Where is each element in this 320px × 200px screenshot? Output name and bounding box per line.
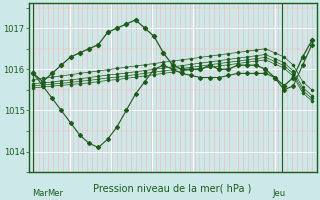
- X-axis label: Pression niveau de la mer( hPa ): Pression niveau de la mer( hPa ): [93, 183, 252, 193]
- Text: Mer: Mer: [47, 189, 63, 198]
- Text: Jeu: Jeu: [272, 189, 285, 198]
- Text: Mar: Mar: [32, 189, 47, 198]
